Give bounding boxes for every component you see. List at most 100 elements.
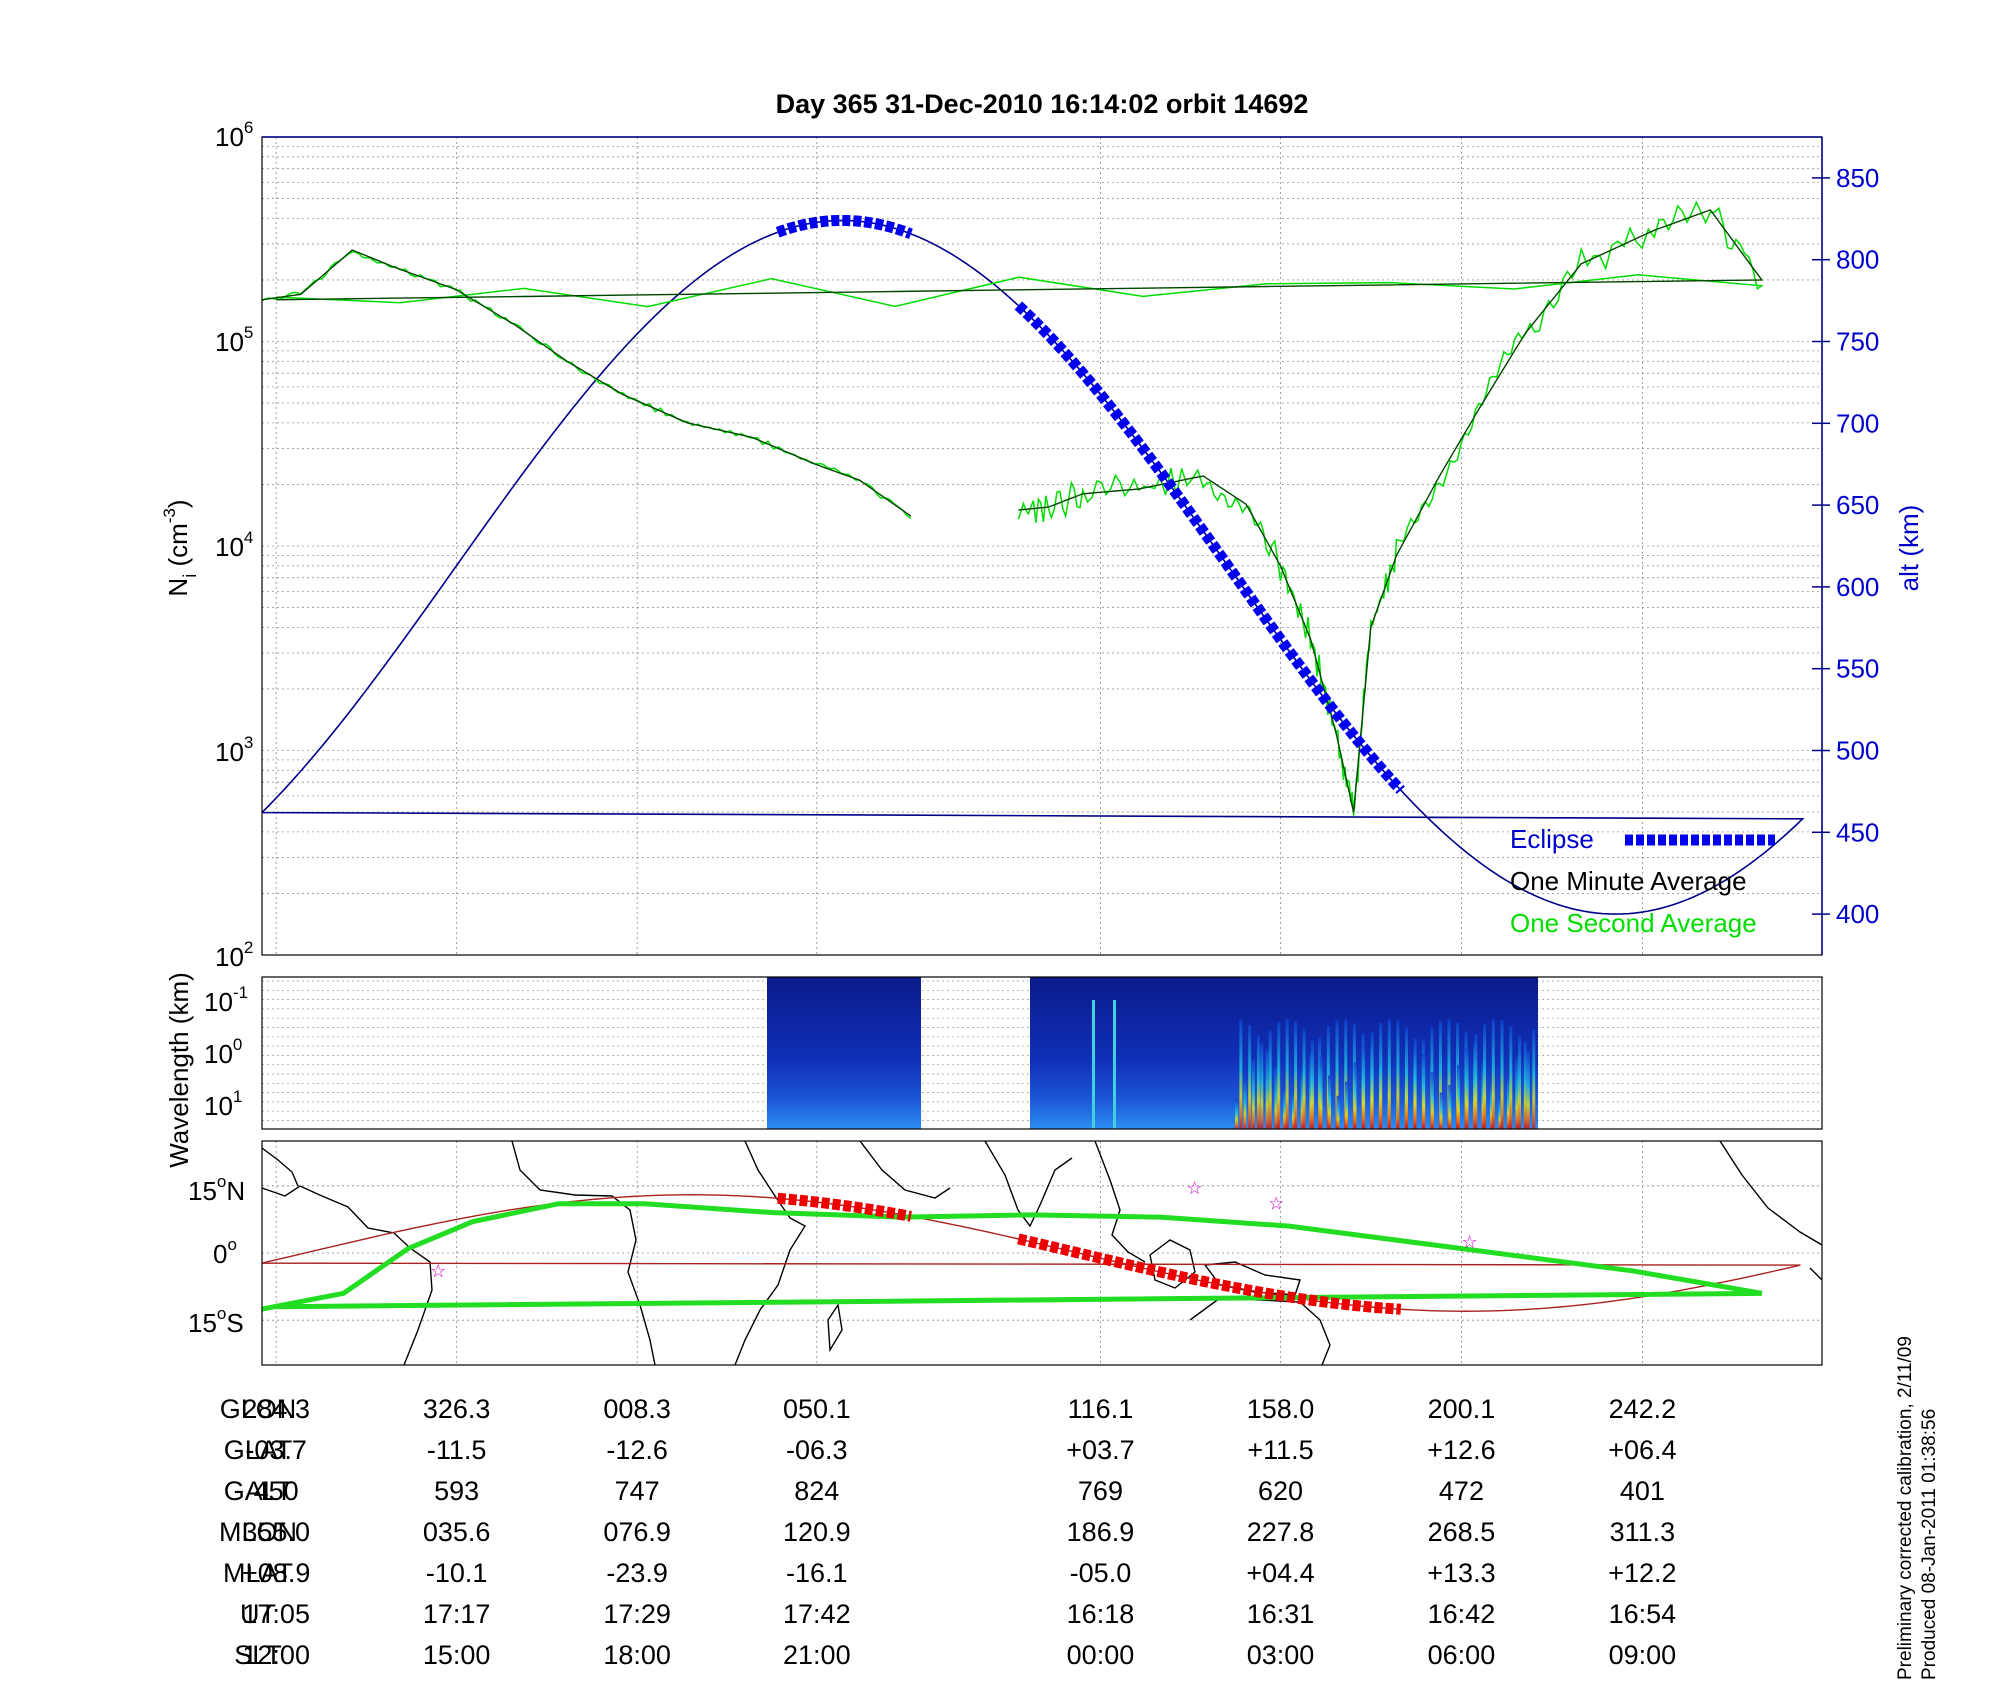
table-cell: -23.9 [606,1558,668,1588]
spectrogram-streak [1248,1024,1252,1129]
spectrogram-streak [1268,1030,1272,1129]
spectrogram-streak [1481,1061,1485,1129]
spectrogram-streak [1092,1000,1095,1129]
coast-south-america [262,1185,433,1365]
map-ytick-0: 0o [213,1235,237,1269]
spectrogram-streak [1500,1019,1504,1129]
table-cell: 769 [1078,1476,1123,1506]
spectrogram-ytick-1e1: 101 [204,1087,242,1121]
altitude-tick-label: 750 [1836,327,1879,357]
table-cell: 17:17 [423,1599,491,1629]
spectrogram-streak [1526,1051,1530,1129]
table-cell: 00:00 [1067,1640,1135,1670]
spectrogram-block-1 [767,977,921,1129]
table-cell: 17:42 [783,1599,851,1629]
table-cell: 16:31 [1247,1599,1315,1629]
spectrogram-streak [1328,1075,1332,1129]
table-cell: 116.1 [1068,1394,1134,1424]
table-cell: 16:18 [1067,1599,1135,1629]
table-cell: 008.3 [603,1394,671,1424]
table-cell: 06:00 [1428,1640,1496,1670]
spectrogram-streak [1344,1019,1348,1129]
table-cell: 16:54 [1609,1599,1677,1629]
table-row-label: SLT [234,1640,282,1670]
table-row-label: MLON [219,1517,297,1547]
density-ytick-1e2: 102 [215,938,253,972]
coast-southeast-asia [1094,1141,1146,1263]
spectrogram-streak [1532,1029,1536,1129]
table-cell: +11.5 [1247,1435,1313,1465]
table-cell: 16:42 [1428,1599,1496,1629]
table-cell: 355.0 [242,1517,310,1547]
density-ytick-1e3: 103 [215,733,253,767]
altitude-axis-label: alt (km) [1894,505,1924,592]
legend-eclipse-label: Eclipse [1510,824,1594,854]
table-cell: -16.1 [786,1558,848,1588]
table-cell: -12.6 [606,1435,668,1465]
table-cell: -05.0 [1070,1558,1132,1588]
spectrogram-streak [1489,1080,1493,1129]
spectrogram-streak [1474,1033,1478,1129]
map-eclipse-segment-1 [777,1192,912,1222]
spectrogram-streak [1456,1065,1460,1129]
spectrogram-streak [1336,1095,1340,1129]
table-cell: 21:00 [783,1640,851,1670]
map-eclipse-segment-2 [1017,1233,1402,1315]
table-cell: 227.8 [1247,1517,1315,1547]
table-cell: 268.5 [1428,1517,1496,1547]
spectrogram-streak [1235,1099,1238,1129]
table-cell: 450 [254,1476,299,1506]
table-cell: 03:00 [1247,1640,1315,1670]
table-row-label: GALT [224,1476,293,1506]
map-ytick-15N: 15oN [188,1172,245,1206]
legend: Eclipse One Minute Average One Second Av… [1510,824,1775,938]
table-cell: 186.9 [1067,1517,1135,1547]
spectrogram-streak [1439,1092,1443,1129]
ephemeris-table: GLON 326.3 008.3 050.1 116.1 158.0 200.1 242.2 2… [219,1394,1677,1670]
spectrogram-streak [1422,1053,1426,1129]
footer-produced: Produced 08-Jan-2011 01:38:56 [1919,1409,1940,1680]
density-ytick-1e4: 104 [215,528,253,562]
coast-africa-east [734,1141,806,1365]
spectrogram-streak [1309,1052,1313,1129]
spectrogram-streak [1113,1000,1116,1129]
table-cell: 747 [615,1476,660,1506]
table-row-label: GLAT [224,1435,293,1465]
spectrogram-streak [1285,1019,1289,1129]
map-markers: ☆ ☆ ☆ ☆ [430,1178,1478,1281]
spectrogram-streak [1518,1036,1522,1129]
table-cell: 09:00 [1609,1640,1677,1670]
spectrogram-panel: 10-1 100 101 Wavelength (km) [164,972,1823,1168]
eclipse-segment-2 [1014,301,1405,794]
footer-calibration: Preliminary corrected calibration, 2/11/… [1895,1336,1916,1680]
spectrogram-streak [1465,1047,1469,1129]
coast-africa-west [511,1141,656,1365]
spectrogram-ylabel: Wavelength (km) [164,972,194,1168]
coast-north-america-west [1719,1141,1822,1246]
coast-borneo [1149,1239,1196,1289]
spectrogram-streak [1251,1059,1255,1129]
table-cell: +12.6 [1427,1435,1495,1465]
table-cell: 200.1 [1428,1394,1496,1424]
map-star-icon: ☆ [1268,1194,1284,1214]
table-cell: 311.3 [1610,1517,1676,1547]
spectrogram-streak [1405,1027,1409,1129]
spectrogram-ytick-1e0: 100 [204,1035,242,1069]
spectrogram-streak [1274,1067,1278,1129]
spectrogram-streak [1243,1078,1247,1129]
table-cell: 620 [1258,1476,1303,1506]
altitude-tick-label: 850 [1836,163,1879,193]
table-row-label: MLAT [223,1558,293,1588]
table-cell: +03.7 [1066,1435,1134,1465]
spectrogram-streak [1239,1019,1243,1129]
coast-india [984,1141,1073,1228]
table-cell: 284.3 [242,1394,310,1424]
spectrogram-streak [1447,1019,1451,1129]
spectrogram-streak [1379,1023,1383,1129]
table-cell: +04.4 [1246,1558,1314,1588]
density-panel: 106 105 104 103 102 Ni (cm-3) 400 450 500 5… [160,118,1924,972]
legend-second-label: One Second Average [1510,908,1757,938]
map-grid [262,1141,1822,1365]
spectrogram-streak [1319,1056,1323,1129]
